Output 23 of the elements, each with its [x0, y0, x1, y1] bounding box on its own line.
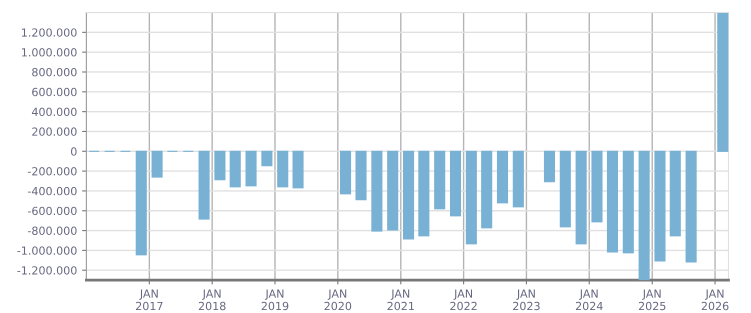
y-tick-label: -600.000	[28, 206, 77, 216]
x-tick-label: JAN 2025	[638, 290, 666, 310]
y-tick-label: 400.000	[32, 108, 77, 116]
y-tick-label: -400.000	[28, 186, 77, 196]
y-tick-label: -200.000	[28, 167, 77, 176]
x-tick-label: JAN 2018	[198, 290, 226, 310]
x-tick-label: JAN 2022	[450, 290, 477, 310]
x-tick-label: JAN 2023	[513, 290, 540, 310]
x-tick-label: JAN 2017	[136, 290, 163, 310]
x-tick-label: JAN 2021	[387, 290, 414, 310]
y-tick-label: 1.200.000	[22, 28, 77, 37]
x-tick-label: JAN 2026	[702, 290, 728, 310]
y-tick-label: -1.000.000	[17, 246, 77, 255]
x-tick-label: JAN 2020	[324, 290, 352, 310]
y-tick-label: -800.000	[28, 226, 77, 235]
x-tick-label: JAN 2024	[576, 290, 603, 310]
x-tick-label: JAN 2019	[262, 290, 288, 310]
y-tick-label: 0	[71, 147, 77, 156]
y-tick-label: 1.000.000	[22, 48, 77, 57]
y-tick-label: 600.000	[32, 88, 77, 96]
y-tick-label: -1.200.000	[17, 266, 77, 275]
y-tick-label: 200.000	[32, 127, 77, 136]
y-tick-label: 800.000	[32, 68, 77, 76]
